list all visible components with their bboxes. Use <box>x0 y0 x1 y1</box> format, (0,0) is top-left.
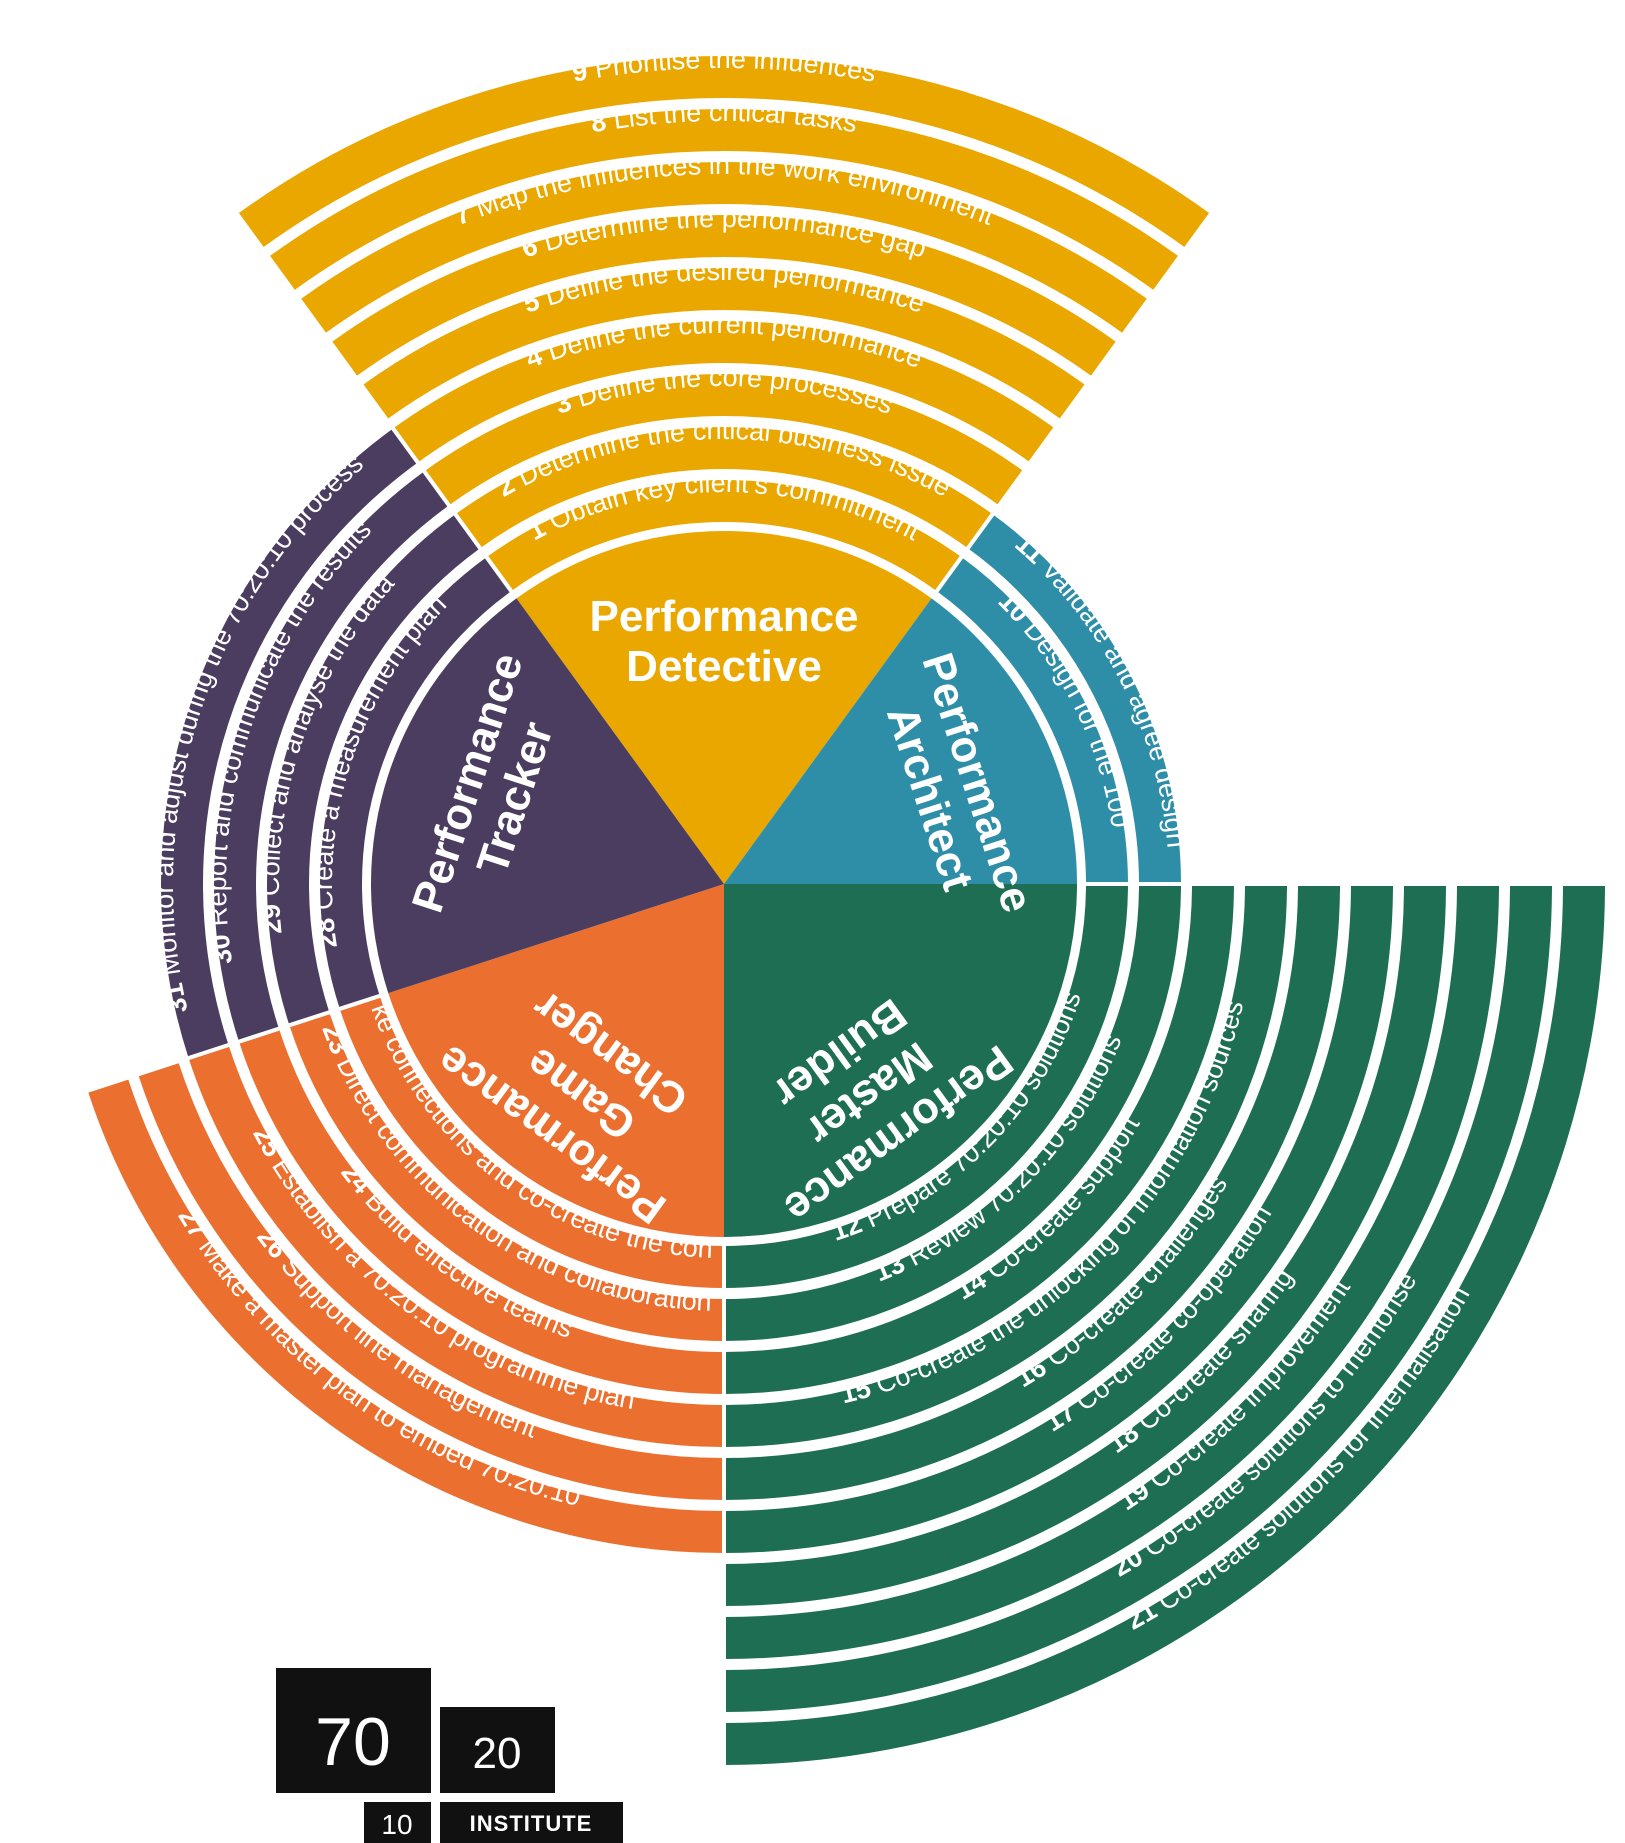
core-wedge-tracker <box>371 598 724 994</box>
logo-ten: 10 <box>381 1809 412 1840</box>
step-ring-9 <box>233 52 1215 253</box>
core-wedge-builder <box>724 884 1077 1237</box>
core-wedge-architect <box>724 598 1077 884</box>
role-detective-line1: Performance <box>589 592 858 641</box>
70-20-10-institute-logo: 70 20 10 INSTITUTE <box>276 1668 623 1843</box>
step-ring-4 <box>389 316 1059 467</box>
step-ring-7 <box>295 158 1153 339</box>
step-ring-29 <box>263 509 485 1029</box>
logo-seventy: 70 <box>315 1704 391 1780</box>
step-ring-21 <box>722 882 1610 1770</box>
role-detective-line2: Detective <box>626 642 822 691</box>
step-ring-31 <box>157 424 422 1062</box>
step-ring-19 <box>722 882 1504 1664</box>
core-wedge-detective <box>516 530 932 884</box>
step-number-22: 22 <box>0 0 8 6</box>
logo-block-institute <box>440 1802 623 1843</box>
logo-block-10 <box>364 1802 431 1843</box>
step-ring-27 <box>83 1074 726 1558</box>
step-ring-20 <box>722 882 1557 1717</box>
step-ring-6 <box>326 211 1122 382</box>
logo-institute: INSTITUTE <box>470 1811 593 1836</box>
step-ring-30 <box>210 466 453 1045</box>
step-ring-26 <box>133 1058 726 1505</box>
step-ring-8 <box>264 105 1184 296</box>
core-wedge-changer <box>388 884 724 1237</box>
step-number-9: 9 <box>570 54 597 87</box>
step-ring-3 <box>420 370 1028 510</box>
step-number-31: 31 <box>157 973 194 1016</box>
logo-twenty: 20 <box>473 1729 522 1778</box>
logo-block-20 <box>440 1707 555 1793</box>
step-ring-28 <box>316 552 516 1012</box>
step-ring-18 <box>722 882 1451 1611</box>
step-ring-5 <box>357 264 1091 425</box>
logo-block-70 <box>276 1668 431 1793</box>
